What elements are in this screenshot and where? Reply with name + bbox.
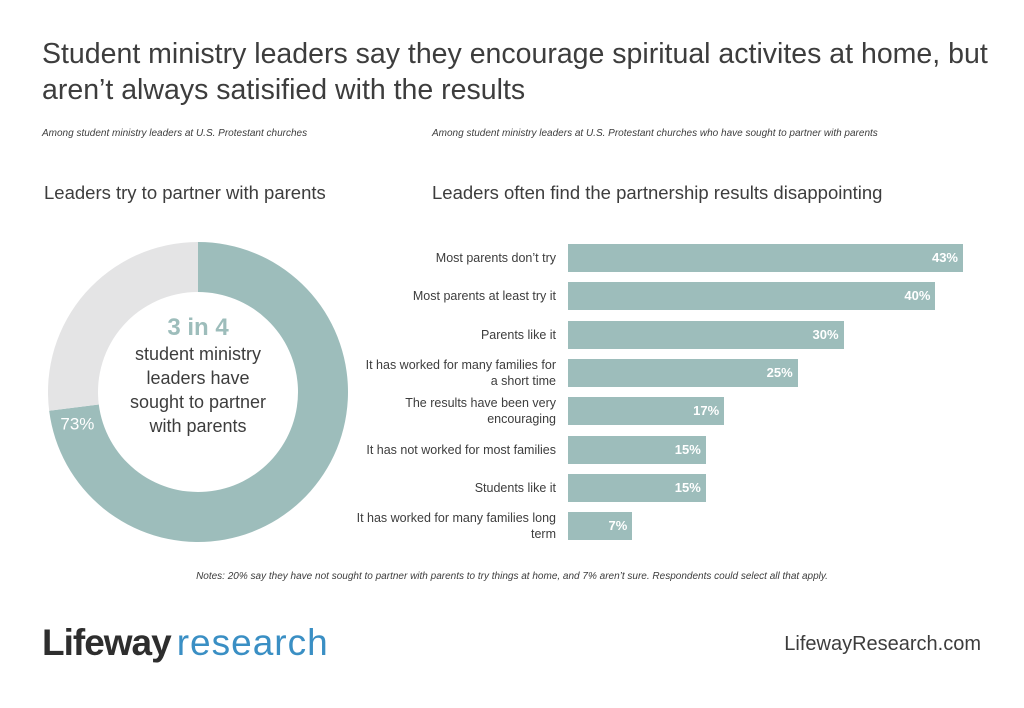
category-label: It has worked for many families for a sh…: [365, 357, 556, 388]
donut-segment: [49, 242, 348, 542]
value-label: 15%: [674, 441, 701, 457]
bar: [568, 244, 963, 272]
bar: [568, 473, 706, 502]
category-label: Most parents don’t try: [435, 251, 556, 265]
category-label: It has worked for many families long ter…: [356, 511, 556, 542]
bar: [568, 320, 844, 349]
bar: [568, 358, 798, 387]
value-label: 43%: [931, 250, 958, 265]
value-label: 17%: [693, 403, 720, 419]
value-label: 73%: [60, 414, 94, 433]
page-title: Student ministry leaders say they encour…: [42, 38, 988, 106]
value-label: 7%: [608, 518, 628, 534]
logo: Lifeway research: [42, 622, 329, 664]
chart-subtitle: Among student ministry leaders at U.S. P…: [42, 128, 308, 139]
bar: [568, 397, 725, 426]
value-label: 30%: [812, 326, 839, 342]
donut-segment: [47, 242, 198, 411]
donut-chart: 73%: [47, 242, 348, 542]
category-label: Parents like it: [480, 327, 556, 342]
category-label: Students like it: [474, 480, 556, 495]
category-label: Most parents at least try it: [412, 289, 556, 304]
bar: [568, 282, 936, 311]
bar: [568, 512, 633, 541]
center-text: student ministry leaders have sought to …: [129, 344, 267, 436]
category-label: The results have been very encouraging: [405, 396, 556, 427]
center-headline: 3 in 4: [167, 314, 229, 341]
center-label: 3 in 4 student ministry leaders have sou…: [118, 316, 278, 438]
chart-subtitle: Among student ministry leaders at U.S. P…: [432, 128, 878, 139]
logo-product: research: [176, 622, 329, 663]
value-label: 25%: [766, 364, 793, 380]
bar: [568, 435, 706, 464]
chart-title: Leaders often find the partnership resul…: [432, 182, 883, 203]
value-label: 15%: [674, 479, 701, 495]
value-label: 40%: [904, 288, 931, 304]
notes: Notes: 20% say they have not sought to p…: [196, 571, 828, 582]
chart-title: Leaders try to partner with parents: [44, 182, 326, 203]
logo-brand: Lifeway: [42, 622, 172, 663]
category-label: It has not worked for most families: [366, 442, 556, 457]
url: LifewayResearch.com: [784, 633, 981, 655]
